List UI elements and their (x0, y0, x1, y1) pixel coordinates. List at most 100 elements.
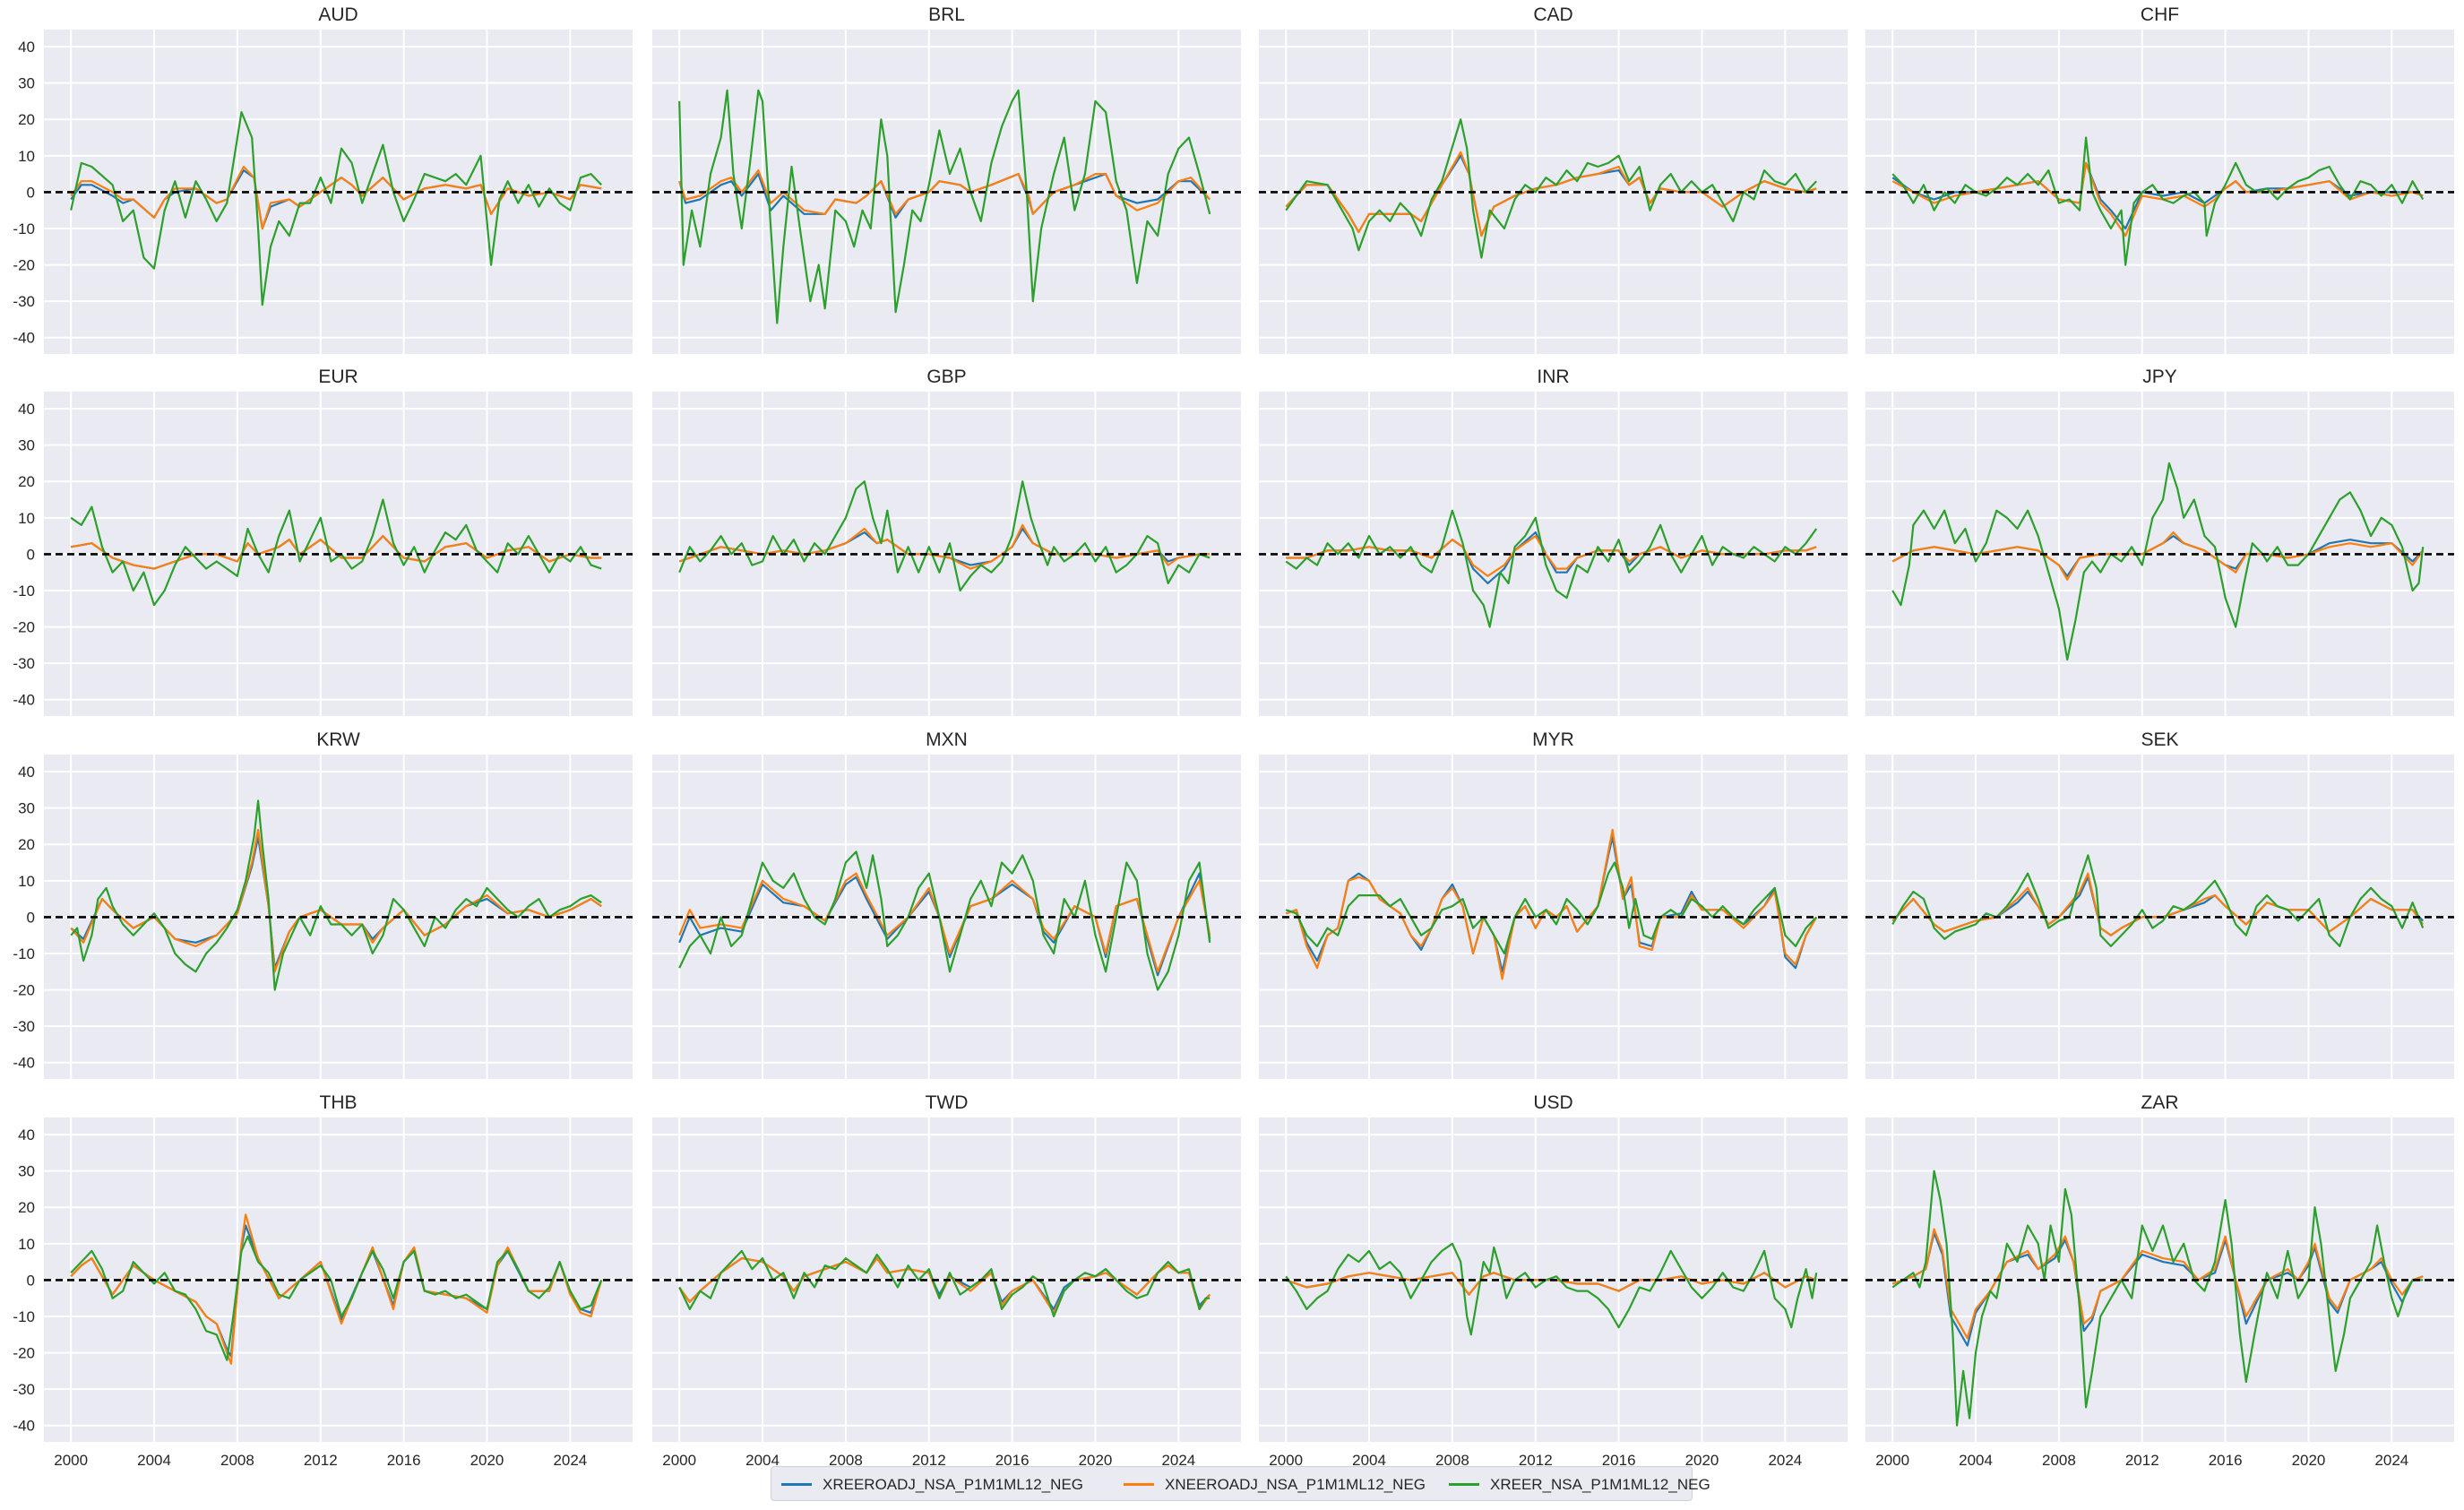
y-tick-label: -20 (13, 619, 35, 636)
series-line-xreer (70, 1235, 603, 1361)
y-tick-label: 20 (18, 1199, 35, 1216)
legend: XREEROADJ_NSA_P1M1ML12_NEG XNEEROADJ_NSA… (771, 1466, 1710, 1502)
y-tick-label: 20 (18, 111, 35, 128)
x-tick-label: 2020 (2292, 1452, 2326, 1469)
series-line-xneeroadj (678, 523, 1210, 570)
y-tick-label: 30 (18, 1163, 35, 1180)
y-tick-label: -20 (13, 257, 35, 274)
series-line-xneeroadj (1891, 1228, 2424, 1340)
series-line-xreer (678, 1249, 1210, 1318)
series-line-xneeroadj (1285, 151, 1817, 237)
x-tick-label: 2024 (1161, 1452, 1195, 1469)
panel-title: CHF (2141, 4, 2179, 25)
series-line-xneeroadj (1891, 531, 2425, 581)
series-line-xreer (70, 498, 602, 607)
y-tick-label: -20 (13, 982, 35, 999)
y-tick-label: 10 (18, 873, 35, 890)
series-line-xneeroadj (70, 165, 602, 230)
panel-title: EUR (318, 367, 358, 387)
series-line-xreer (678, 89, 1211, 324)
y-tick-label: -10 (13, 220, 35, 237)
panel-jpy: JPY (1865, 367, 2454, 716)
series-line-xneeroadj (70, 828, 602, 973)
x-tick-label: 2020 (1685, 1452, 1719, 1469)
panel-krw: -40 -30 -20 -10 0 10 20 30 40 KRW (13, 729, 633, 1079)
panel-title: CAD (1533, 4, 1572, 25)
x-tick-label: 2024 (1768, 1452, 1802, 1469)
x-tick-label: 2008 (2042, 1452, 2076, 1469)
panel-sek: SEK (1865, 729, 2454, 1079)
y-tick-label: 10 (18, 1236, 35, 1253)
y-tick-label: 10 (18, 148, 35, 165)
panel-zar: 2000 2004 2008 2012 2016 2020 2024 ZAR (1865, 1092, 2454, 1469)
series-line-xreer (1891, 136, 2425, 266)
legend-swatch-orange (1124, 1483, 1154, 1486)
x-tick-label: 2024 (2374, 1452, 2408, 1469)
panel-title: BRL (928, 4, 965, 25)
panel-aud: -40 -30 -20 -10 0 10 20 30 40 AUD (13, 4, 633, 354)
panel-eur: -40 -30 -20 -10 0 10 20 30 40 EUR (13, 367, 633, 716)
x-tick-label: 2000 (54, 1452, 88, 1469)
legend-label: XNEEROADJ_NSA_P1M1ML12_NEG (1165, 1475, 1426, 1493)
y-tick-label: -10 (13, 945, 35, 962)
y-tick-label: 40 (18, 1126, 35, 1143)
series-line-xreer (1891, 1169, 2424, 1427)
y-tick-label: 30 (18, 75, 35, 92)
y-tick-label: -40 (13, 1055, 35, 1072)
legend-swatch-green (1449, 1483, 1479, 1486)
series-line-xneeroadj (678, 169, 1211, 215)
x-tick-label: 2020 (1079, 1452, 1113, 1469)
legend-item-xneeroadj: XNEEROADJ_NSA_P1M1ML12_NEG (1124, 1467, 1426, 1502)
series-line-xreer (1285, 509, 1818, 628)
series-line-xneeroadj (1891, 872, 2425, 936)
panel-title: USD (1533, 1092, 1572, 1113)
y-tick-label: -40 (13, 692, 35, 709)
series-line-xreer (1285, 1242, 1818, 1336)
panel-myr: MYR (1259, 729, 1848, 1079)
y-tick-label: 40 (18, 401, 35, 418)
y-tick-label: -30 (13, 1018, 35, 1035)
y-tick-label: 20 (18, 473, 35, 490)
series-line-xreer (70, 799, 602, 991)
y-tick-label: -40 (13, 330, 35, 347)
x-tick-label: 2024 (553, 1452, 587, 1469)
y-tick-label: 30 (18, 437, 35, 454)
panel-thb: -40 -30 -20 -10 0 10 20 30 40 2000 2004 2008 2012 201… (13, 1092, 633, 1469)
legend-label: XREEROADJ_NSA_P1M1ML12_NEG (823, 1475, 1084, 1493)
series-line-xreer (1891, 462, 2425, 661)
x-tick-label: 2004 (1352, 1452, 1386, 1469)
legend-label: XREER_NSA_P1M1ML12_NEG (1490, 1475, 1710, 1493)
x-tick-label: 2000 (1269, 1452, 1303, 1469)
panel-brl: BRL (652, 4, 1241, 354)
series-line-xreer (70, 111, 602, 306)
x-tick-label: 2012 (1519, 1452, 1553, 1469)
panel-twd: 2000 2004 2008 2012 2016 2020 2024 TWD (652, 1092, 1241, 1469)
y-tick-label: -10 (13, 582, 35, 600)
panel-title: INR (1537, 367, 1569, 387)
x-tick-label: 2008 (1435, 1452, 1469, 1469)
y-tick-label: 0 (27, 909, 35, 926)
x-tick-label: 2012 (2125, 1452, 2159, 1469)
y-tick-label: -10 (13, 1308, 35, 1325)
y-tick-label: 30 (18, 800, 35, 817)
x-tick-label: 2008 (220, 1452, 254, 1469)
series-line-xreer (1285, 118, 1817, 259)
panel-title: MYR (1532, 729, 1574, 750)
panel-title: SEK (2141, 729, 2178, 750)
series-line-xreer (1285, 861, 1817, 955)
y-tick-label: 40 (18, 764, 35, 781)
x-tick-label: 2000 (662, 1452, 696, 1469)
x-tick-label: 2004 (1959, 1452, 1993, 1469)
y-tick-label: -30 (13, 655, 35, 672)
panel-title: AUD (318, 4, 358, 25)
y-tick-label: -30 (13, 293, 35, 310)
x-tick-label: 2004 (745, 1452, 780, 1469)
panel-inr: INR (1259, 367, 1848, 716)
x-tick-label: 2012 (304, 1452, 338, 1469)
panel-gbp: GBP (652, 367, 1241, 716)
x-tick-label: 2004 (137, 1452, 171, 1469)
x-tick-label: 2016 (2209, 1452, 2243, 1469)
panel-mxn: MXN (652, 729, 1241, 1079)
x-tick-label: 2016 (387, 1452, 421, 1469)
